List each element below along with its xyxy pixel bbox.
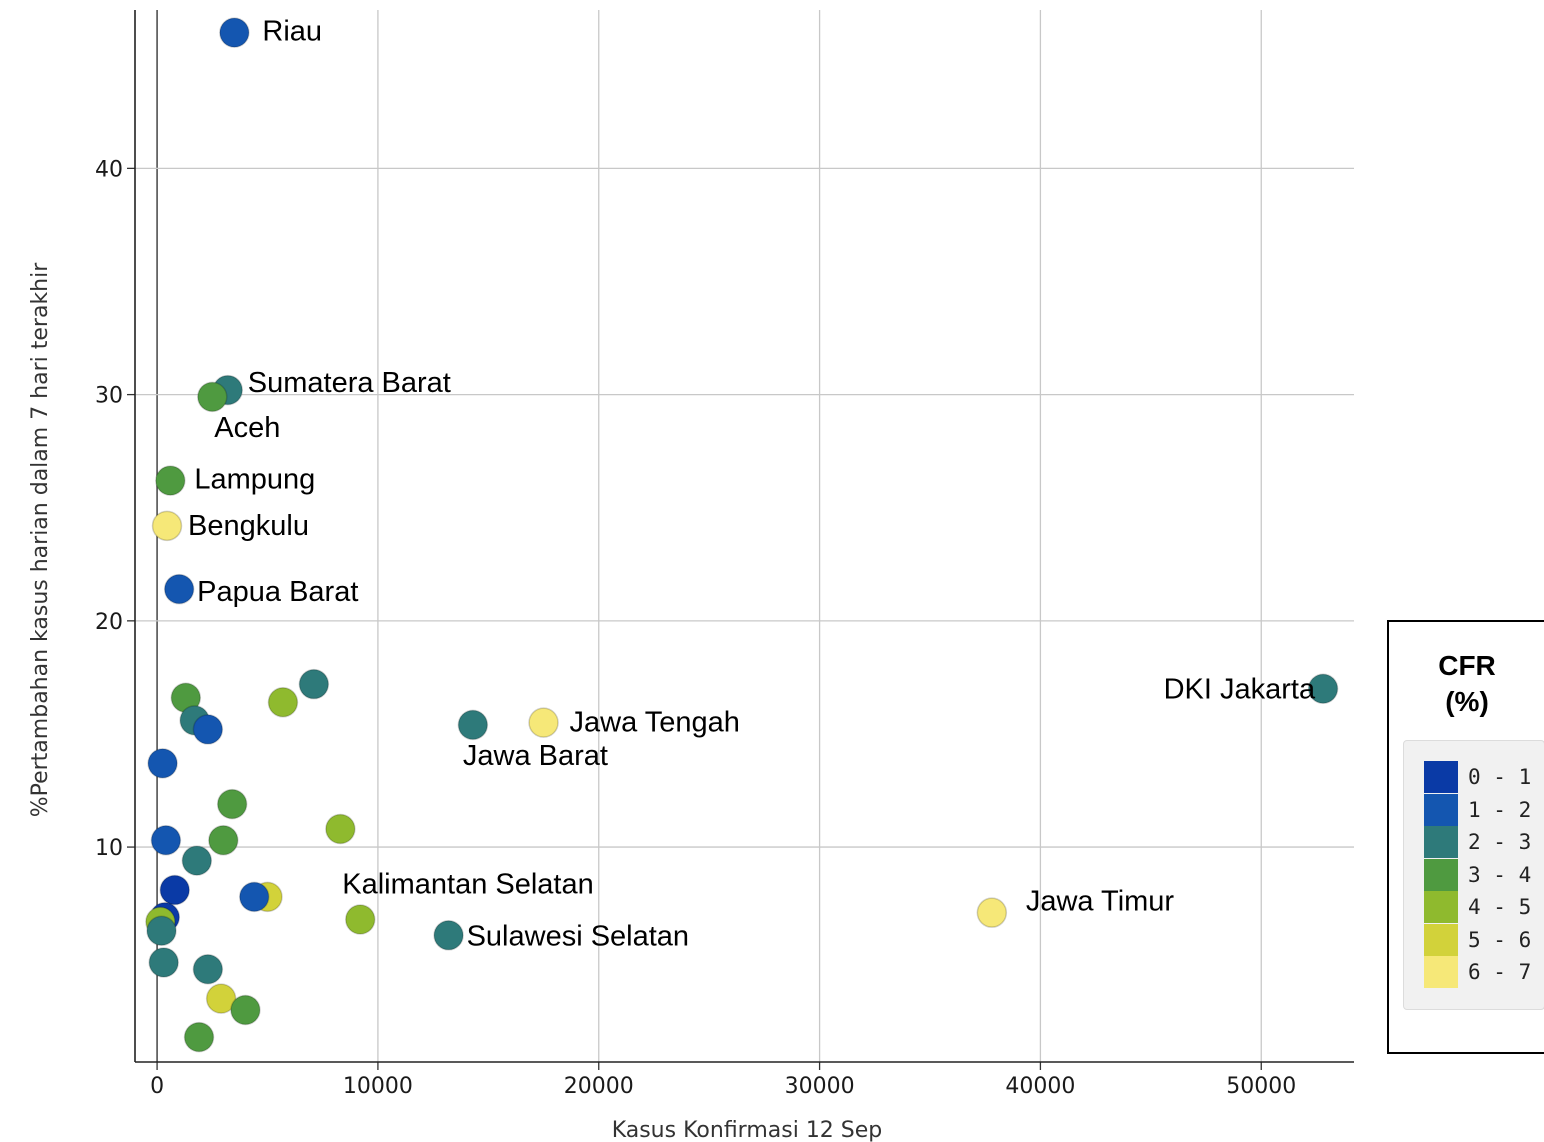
legend-swatch xyxy=(1424,761,1458,793)
legend-item-label: 4 - 5 xyxy=(1468,895,1532,919)
data-point xyxy=(192,714,224,745)
cfr-legend: CFR (%) 0 - 1 1 - 2 2 - 3 3 - 4 4 - 5 5 - 6 6 … xyxy=(1387,620,1544,1054)
x-tick-label: 10000 xyxy=(343,1074,413,1099)
legend-swatch xyxy=(1424,826,1458,858)
data-point xyxy=(298,668,330,700)
grid-lines xyxy=(135,10,1354,1062)
point-label: Papua Barat xyxy=(197,576,358,608)
legend-item: 5 - 6 xyxy=(1424,923,1532,956)
data-point xyxy=(197,381,228,413)
data-point xyxy=(219,17,250,48)
data-point xyxy=(216,788,248,820)
legend-color-scale: 0 - 1 1 - 2 2 - 3 3 - 4 4 - 5 5 - 6 6 - 7 xyxy=(1403,740,1544,1010)
data-point xyxy=(528,707,559,738)
data-point xyxy=(155,465,186,496)
data-point xyxy=(192,953,224,985)
data-point xyxy=(267,687,299,718)
y-tick-label: 40 xyxy=(95,157,123,182)
x-tick-label: 0 xyxy=(150,1074,164,1099)
data-point xyxy=(148,947,179,978)
legend-title-line2: (%) xyxy=(1445,686,1489,717)
legend-item: 0 - 1 xyxy=(1424,761,1531,793)
legend-item: 3 - 4 xyxy=(1424,858,1532,891)
y-axis-title: %Pertambahan kasus harian dalam 7 hari t… xyxy=(28,262,53,818)
y-tick-label: 20 xyxy=(95,610,123,635)
point-label: Lampung xyxy=(194,464,315,496)
data-point xyxy=(159,874,190,906)
data-point xyxy=(163,573,195,605)
point-label: DKI Jakarta xyxy=(1164,674,1316,706)
data-point xyxy=(345,904,376,935)
data-point xyxy=(239,881,270,913)
data-point xyxy=(208,825,239,856)
point-label: Sumatera Barat xyxy=(248,367,451,399)
point-label: Bengkulu xyxy=(188,510,309,542)
x-tick-label: 30000 xyxy=(785,1074,855,1099)
legend-item: 2 - 3 xyxy=(1424,826,1531,858)
tick-labels: 0 10000 20000 30000 40000 50000 10 20 30 40 xyxy=(95,157,1296,1099)
data-point xyxy=(230,994,261,1026)
y-tick-label: 10 xyxy=(95,836,123,861)
legend-swatch xyxy=(1424,956,1458,988)
x-tick-label: 40000 xyxy=(1005,1074,1075,1099)
data-point xyxy=(325,813,356,845)
data-point xyxy=(183,1021,215,1053)
point-label: Aceh xyxy=(214,412,280,444)
legend-swatch xyxy=(1424,891,1458,923)
axes xyxy=(127,10,1354,1070)
data-point xyxy=(181,845,213,876)
legend-item-label: 6 - 7 xyxy=(1468,960,1532,984)
legend-item-label: 3 - 4 xyxy=(1468,862,1532,887)
y-tick-label: 30 xyxy=(95,384,123,409)
legend-item-label: 1 - 2 xyxy=(1468,797,1532,822)
data-point xyxy=(457,709,489,741)
data-points xyxy=(145,17,1339,1053)
data-point xyxy=(147,748,178,779)
point-label: Jawa Timur xyxy=(1026,886,1175,918)
legend-item-label: 5 - 6 xyxy=(1468,927,1532,952)
point-label: Kalimantan Selatan xyxy=(342,868,594,900)
legend-item: 1 - 2 xyxy=(1424,793,1532,826)
point-label: Jawa Tengah xyxy=(570,707,740,739)
legend-title-line1: CFR xyxy=(1438,650,1496,681)
point-label: Jawa Barat xyxy=(463,740,608,772)
data-point xyxy=(976,897,1008,928)
legend-item: 4 - 5 xyxy=(1424,891,1531,923)
x-tick-label: 50000 xyxy=(1226,1074,1296,1099)
data-point xyxy=(205,983,237,1014)
data-point xyxy=(146,915,177,947)
legend-swatch xyxy=(1424,923,1458,956)
legend-swatch xyxy=(1424,793,1458,826)
data-point xyxy=(1307,673,1339,704)
x-tick-label: 20000 xyxy=(564,1074,634,1099)
legend-item-label: 0 - 1 xyxy=(1468,765,1532,789)
legend-item: 6 - 7 xyxy=(1424,956,1531,988)
legend-item-label: 2 - 3 xyxy=(1468,830,1532,854)
data-point xyxy=(151,510,183,542)
legend-swatch xyxy=(1424,858,1458,891)
data-point xyxy=(150,825,182,856)
point-label: Sulawesi Selatan xyxy=(467,920,689,952)
point-label: Riau xyxy=(262,16,322,48)
point-labels: Riau Sumatera Barat Aceh Lampung Bengkulu Pap… xyxy=(188,16,1316,953)
x-axis-title: Kasus Konfirmasi 12 Sep xyxy=(612,1118,883,1142)
data-point xyxy=(433,920,464,951)
